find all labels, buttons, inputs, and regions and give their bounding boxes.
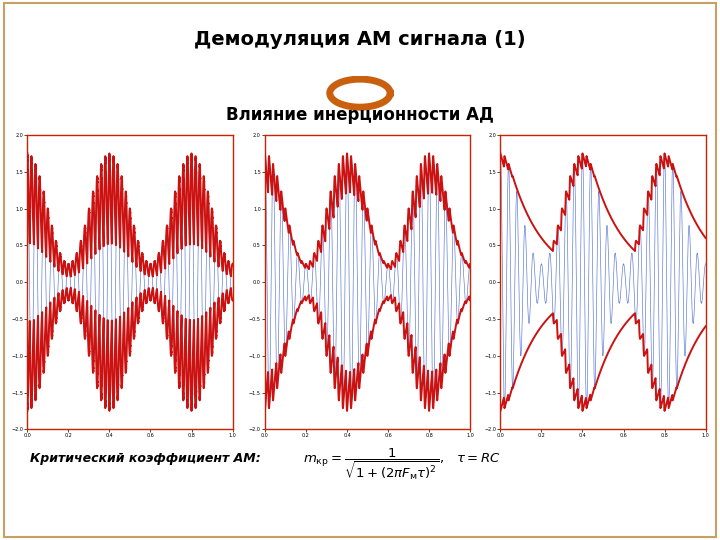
Polygon shape <box>343 85 377 101</box>
Text: 8: 8 <box>675 507 688 525</box>
Text: Демодуляция АМ сигнала (1): Демодуляция АМ сигнала (1) <box>194 30 526 49</box>
Text: Влияние инерционности АД: Влияние инерционности АД <box>226 106 494 124</box>
Text: $m_{\mathrm{кр}} = \dfrac{1}{\sqrt{1+\left(2\pi F_{\mathrm{м}}\tau\right)^2}}$, : $m_{\mathrm{кр}} = \dfrac{1}{\sqrt{1+\le… <box>303 446 501 482</box>
Text: Большая
инерционность: Большая инерционность <box>544 141 654 170</box>
Text: Средняя
инерционность: Средняя инерционность <box>303 141 413 170</box>
Text: Малая
инерционность: Малая инерционность <box>62 141 171 170</box>
Text: Критический коэффициент АМ:: Критический коэффициент АМ: <box>30 453 261 465</box>
